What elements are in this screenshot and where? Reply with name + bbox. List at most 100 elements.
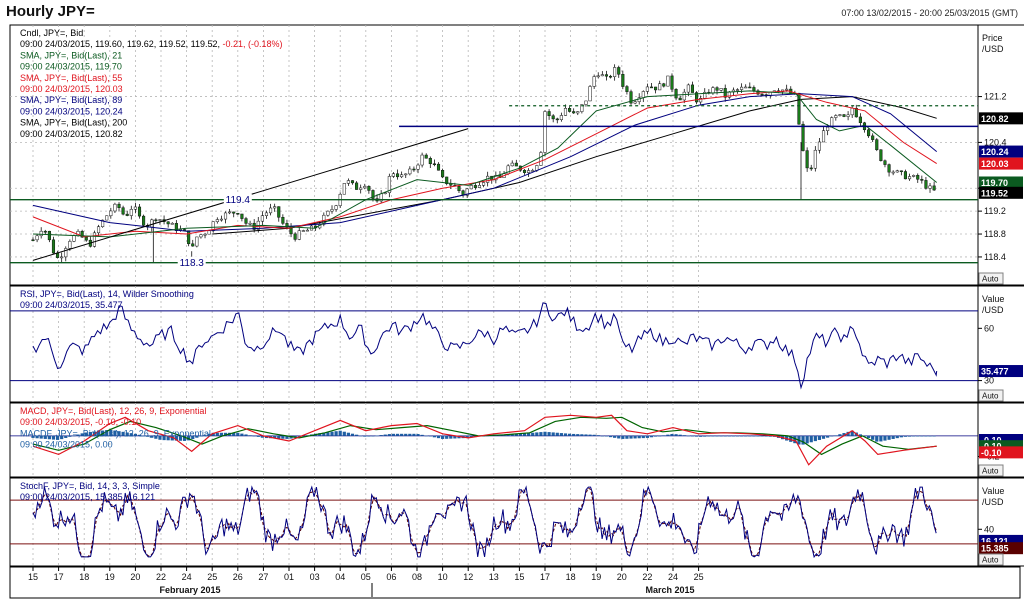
- candle-body: [735, 89, 740, 91]
- auto-scale-button[interactable]: Auto: [978, 464, 1004, 477]
- candle-body: [133, 206, 137, 210]
- x-tick-label: 04: [335, 572, 345, 582]
- candle-body: [117, 203, 121, 208]
- support-label: 118.3: [180, 258, 205, 269]
- x-tick-label: 25: [694, 572, 704, 582]
- candle-body: [695, 92, 699, 103]
- macd-hist-bar: [252, 435, 256, 437]
- legend-entry: MACD, JPY=, Bid(Last), 12, 26, 9, Expone…: [20, 406, 206, 416]
- candle-body: [350, 180, 355, 184]
- macd-hist-bar: [342, 431, 346, 436]
- macd-hist-bar: [752, 435, 756, 437]
- macd-hist-bar: [596, 435, 600, 436]
- macd-hist-bar: [768, 435, 772, 437]
- candle-body: [760, 93, 764, 96]
- candle-body: [301, 230, 305, 232]
- candle-body: [883, 160, 887, 165]
- macd-hist-bar: [862, 435, 867, 437]
- candle-body: [514, 162, 518, 167]
- candle-body: [854, 107, 858, 118]
- candle-body: [920, 179, 924, 181]
- macd-hist-bar: [928, 435, 932, 437]
- candle-body: [43, 230, 47, 233]
- candle-body: [31, 239, 35, 242]
- candle-body: [367, 186, 371, 191]
- macd-hist-bar: [64, 435, 68, 438]
- macd-hist-bar: [690, 435, 695, 437]
- candle-body: [60, 256, 64, 259]
- candle-body: [649, 86, 654, 89]
- auto-scale-button[interactable]: Auto: [978, 272, 1004, 285]
- macd-hist-bar: [260, 435, 264, 438]
- macd-hist-bar: [694, 435, 699, 437]
- candle-body: [395, 173, 400, 178]
- candle-body: [92, 232, 96, 247]
- macd-hist-bar: [236, 432, 240, 436]
- x-tick-label: 15: [28, 572, 38, 582]
- auto-button-box: [978, 272, 1004, 285]
- macd-hist-bar: [232, 432, 236, 436]
- stoch-d-line: [32, 487, 937, 558]
- candle-body: [510, 162, 514, 167]
- macd-hist-bar: [289, 435, 293, 439]
- macd-hist-bar: [518, 433, 523, 436]
- macd-hist-bar: [105, 430, 109, 436]
- macd-hist-bar: [801, 435, 805, 445]
- candle-body: [244, 218, 248, 224]
- candle-body: [232, 211, 236, 214]
- macd-hist-bar: [80, 433, 84, 436]
- candle-body: [662, 83, 666, 87]
- candle-body: [158, 219, 162, 221]
- candle-body: [195, 236, 199, 247]
- x-tick-label: 25: [207, 572, 217, 582]
- macd-hist-bar: [895, 435, 899, 439]
- y-tick-label: 121.2: [984, 92, 1007, 102]
- candle-body: [690, 84, 695, 93]
- candle-body: [559, 115, 563, 120]
- candle-body: [436, 163, 441, 171]
- macd-hist-bar: [223, 432, 228, 436]
- macd-hist-bar: [211, 432, 215, 436]
- x-tick-label: 20: [130, 572, 140, 582]
- candle-body: [817, 141, 821, 151]
- macd-hist-bar: [621, 435, 625, 439]
- macd-hist-bar: [514, 433, 518, 436]
- legend-entry: SMA, JPY=, Bid(Last), 89: [20, 95, 122, 105]
- macd-hist-bar: [756, 435, 760, 437]
- candle-body: [240, 213, 244, 219]
- macd-hist-bar: [588, 434, 592, 436]
- macd-hist-bar: [617, 435, 621, 439]
- stoch-k-line: [32, 485, 937, 559]
- x-tick-label: 15: [514, 572, 524, 582]
- macd-hist-bar: [899, 435, 903, 438]
- macd-hist-bar: [35, 435, 39, 439]
- candle-body: [563, 108, 568, 116]
- price-tag: [979, 176, 1023, 189]
- macd-hist-bar: [662, 435, 666, 436]
- macd-hist-bar: [174, 435, 178, 441]
- candle-body: [555, 118, 559, 121]
- candle-body: [383, 192, 387, 195]
- macd-hist-bar: [350, 433, 355, 436]
- macd-hist-bar: [408, 433, 412, 436]
- macd-hist-bar: [707, 435, 711, 437]
- candle-body: [465, 188, 469, 196]
- macd-hist-bar: [318, 433, 322, 436]
- x-tick-label: 19: [591, 572, 601, 582]
- y-tick-label: 118.8: [984, 229, 1006, 239]
- macd-hist-bar: [150, 435, 154, 438]
- x-tick-label: 03: [310, 572, 320, 582]
- candle-body: [223, 212, 228, 220]
- candle-body: [568, 108, 572, 112]
- macd-hist-bar: [600, 435, 604, 437]
- macd-hist-bar: [920, 435, 924, 437]
- auto-scale-button[interactable]: Auto: [978, 389, 1004, 402]
- macd-hist-bar: [715, 435, 719, 437]
- macd-hist-bar: [883, 435, 887, 441]
- auto-scale-button[interactable]: Auto: [978, 553, 1004, 566]
- candle-body: [391, 173, 395, 177]
- auto-button-label: Auto: [982, 275, 999, 284]
- legend-entry: MACDF, JPY=, Bid(Last), 12, 26, 9, Expon…: [20, 428, 211, 438]
- macd-hist-bar: [559, 433, 563, 436]
